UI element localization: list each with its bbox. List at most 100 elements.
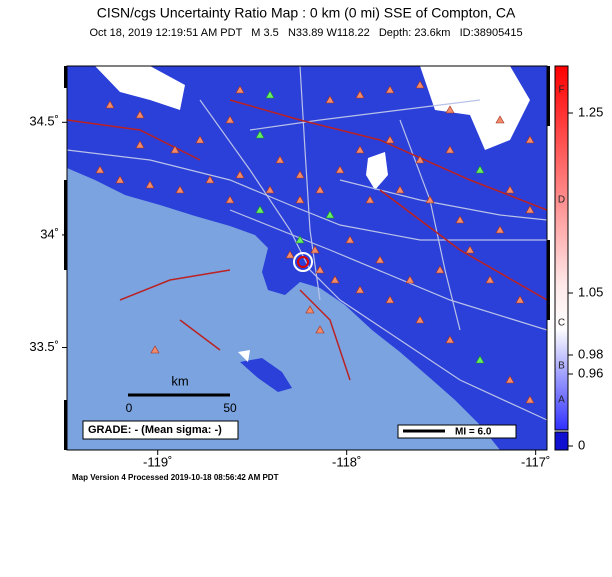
station xyxy=(135,110,145,119)
station xyxy=(385,135,395,144)
station xyxy=(395,185,405,194)
footer: Map Version 4 Processed 2019-10-18 08:56… xyxy=(72,473,279,482)
grade-box xyxy=(82,420,239,440)
station xyxy=(295,235,305,244)
map-area xyxy=(67,66,547,450)
x-tick-label: -119˚ xyxy=(143,454,172,469)
grade-letter: F xyxy=(558,85,564,96)
station xyxy=(135,140,145,149)
station xyxy=(150,345,160,354)
title: CISN/cgs Uncertainty Ratio Map : 0 km (0… xyxy=(97,5,516,21)
station xyxy=(330,275,340,284)
station xyxy=(105,100,115,109)
station xyxy=(525,205,535,214)
frame-band xyxy=(547,240,550,320)
station xyxy=(375,255,385,264)
white-patch xyxy=(95,66,185,110)
station xyxy=(425,195,435,204)
scale-label: 50 xyxy=(223,401,237,415)
station xyxy=(265,185,275,194)
colorbar-tick-label: 1.05 xyxy=(578,284,603,299)
colorbar-tick-label: 1.25 xyxy=(578,104,603,119)
station xyxy=(145,180,155,189)
station xyxy=(170,145,180,154)
grade-text: GRADE: - (Mean sigma: -) xyxy=(88,424,222,436)
white-patch xyxy=(366,152,388,190)
y-tick-label: 34.5˚ xyxy=(29,114,59,129)
station xyxy=(385,295,395,304)
frame-band xyxy=(64,66,67,88)
grade-letter: B xyxy=(558,361,565,372)
station xyxy=(525,135,535,144)
station xyxy=(285,250,295,259)
station xyxy=(205,175,215,184)
colorbar-tick-label: 0.96 xyxy=(578,365,603,380)
grade-letter: A xyxy=(558,395,565,406)
station xyxy=(475,165,485,174)
station xyxy=(455,215,465,224)
station xyxy=(445,145,455,154)
station xyxy=(175,185,185,194)
station xyxy=(505,375,515,384)
epicenter xyxy=(293,252,313,272)
x-tick-label: -118˚ xyxy=(332,454,361,469)
station xyxy=(355,90,365,99)
station xyxy=(295,195,305,204)
station xyxy=(265,90,275,99)
station xyxy=(405,275,415,284)
mi-text: MI = 6.0 xyxy=(455,427,492,438)
y-tick-label: 33.5˚ xyxy=(29,339,59,354)
station xyxy=(335,165,345,174)
station xyxy=(315,185,325,194)
station xyxy=(475,355,485,364)
station xyxy=(525,395,535,404)
station xyxy=(95,165,105,174)
station xyxy=(325,210,335,219)
station xyxy=(315,265,325,274)
colorbar-zero xyxy=(554,431,569,451)
subtitle: Oct 18, 2019 12:19:51 AM PDT M 3.5 N33.8… xyxy=(89,27,522,39)
station xyxy=(385,85,395,94)
station xyxy=(415,315,425,324)
station xyxy=(115,175,125,184)
station xyxy=(365,195,375,204)
colorbar-tick-label: 0 xyxy=(578,437,585,452)
station xyxy=(225,195,235,204)
station xyxy=(305,305,315,314)
white-patch xyxy=(420,66,530,150)
faults xyxy=(67,99,547,381)
island xyxy=(240,358,292,392)
station xyxy=(495,225,505,234)
station xyxy=(485,275,495,284)
colorbar-labels: 1.25 1.05 0.98 0.96 0 F D C B A xyxy=(558,85,603,453)
station xyxy=(445,105,455,114)
station xyxy=(415,80,425,89)
station xyxy=(495,115,505,124)
frame-band xyxy=(64,400,67,450)
station xyxy=(195,135,205,144)
station xyxy=(310,245,320,254)
station xyxy=(255,130,265,139)
station xyxy=(445,335,455,344)
station xyxy=(325,95,335,104)
station xyxy=(415,155,425,164)
roads xyxy=(67,66,547,421)
island-white xyxy=(238,350,250,362)
station xyxy=(255,205,265,214)
station xyxy=(295,170,305,179)
frame-band xyxy=(64,180,67,270)
scale-unit: km xyxy=(171,373,188,388)
scale-label: 0 xyxy=(126,401,133,415)
axes: -119˚ -118˚ -117˚ 34.5˚ 34˚ 33.5˚ xyxy=(29,66,550,469)
station xyxy=(355,285,365,294)
station xyxy=(435,265,445,274)
y-tick-label: 34˚ xyxy=(40,226,59,241)
station xyxy=(345,235,355,244)
frame-band xyxy=(547,66,550,126)
station xyxy=(355,145,365,154)
station xyxy=(505,185,515,194)
station xyxy=(225,115,235,124)
stations xyxy=(95,80,535,404)
colorbar xyxy=(554,65,569,431)
